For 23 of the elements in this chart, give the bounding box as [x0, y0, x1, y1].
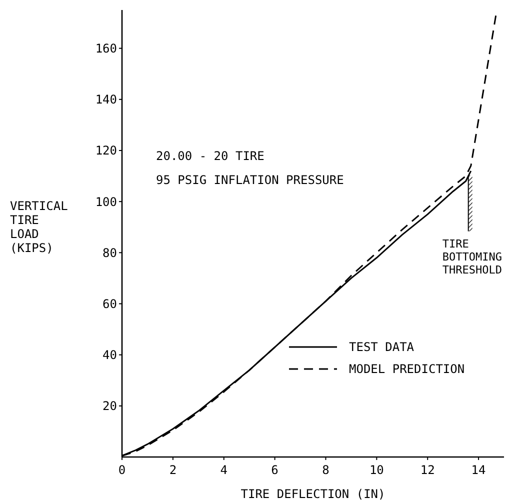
- x-tick-label: 0: [118, 463, 126, 477]
- x-tick-label: 4: [220, 463, 228, 477]
- x-tick-label: 2: [169, 463, 177, 477]
- ref-line-label: TIRE BOTTOMING THRESHOLD: [442, 237, 502, 276]
- legend-label: MODEL PREDICTION: [349, 362, 465, 376]
- y-tick-label: 140: [95, 92, 117, 107]
- y-axis-title: VERTICAL TIRE LOAD (KIPS): [10, 199, 68, 255]
- x-tick-label: 10: [369, 463, 384, 477]
- y-tick-label: 40: [102, 348, 117, 362]
- annotation: 95 PSIG INFLATION PRESSURE: [156, 173, 344, 187]
- y-tick-label: 80: [102, 246, 117, 260]
- y-tick-label: 160: [95, 42, 117, 56]
- y-tick-label: 60: [102, 296, 117, 311]
- x-tick-label: 12: [420, 463, 435, 477]
- y-tick-label: 100: [95, 194, 117, 209]
- y-tick-label: 120: [95, 144, 117, 158]
- y-tick-label: 20: [102, 399, 117, 414]
- x-axis-title: TIRE DEFLECTION (IN): [240, 487, 386, 501]
- x-tick-label: 6: [271, 463, 278, 477]
- annotation: 20.00 - 20 TIRE: [156, 149, 264, 163]
- x-tick-label: 14: [471, 463, 486, 477]
- x-tick-label: 8: [322, 463, 330, 477]
- legend-label: TEST DATA: [349, 340, 415, 354]
